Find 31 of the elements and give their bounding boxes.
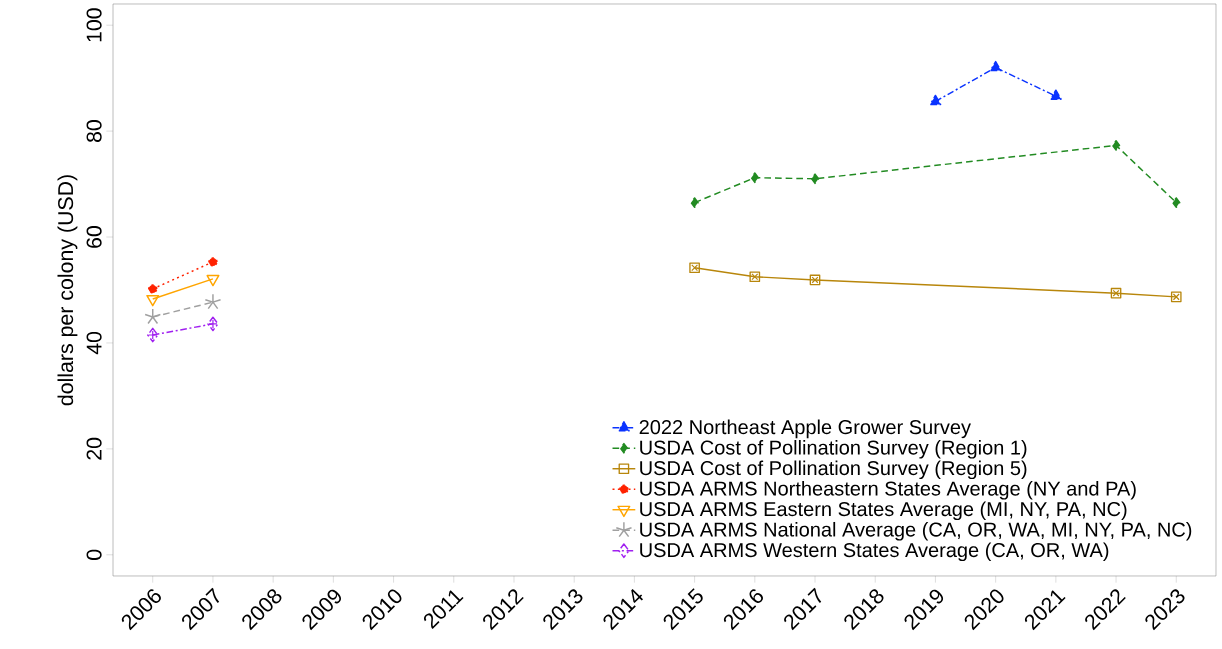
point bbox=[148, 284, 158, 294]
point bbox=[929, 94, 942, 106]
point bbox=[989, 60, 1002, 72]
y-tick-label: 20 bbox=[86, 437, 102, 460]
point bbox=[1170, 291, 1182, 303]
legend-label: USDA ARMS National Average (CA, OR, WA, MI, NY, PA, NC) bbox=[640, 521, 1192, 541]
point bbox=[689, 262, 700, 274]
point bbox=[810, 173, 820, 185]
point bbox=[1172, 197, 1181, 208]
point bbox=[1110, 287, 1122, 299]
point bbox=[147, 327, 159, 343]
point bbox=[1049, 89, 1062, 100]
y-tick-label: 40 bbox=[86, 331, 102, 355]
point bbox=[144, 308, 162, 325]
legend-label: USDA Cost of Pollination Survey (Region 1) bbox=[640, 439, 1027, 459]
point bbox=[208, 257, 218, 267]
point bbox=[207, 316, 219, 332]
legend-label: USDA ARMS Western States Average (CA, OR, WA) bbox=[640, 542, 1109, 562]
legend-label: USDA Cost of Pollination Survey (Region 5) bbox=[640, 460, 1027, 480]
legend-label: 2022 Northeast Apple Grower Survey bbox=[639, 419, 971, 439]
legend-label: USDA ARMS Eastern States Average (MI, NY, PA, NC) bbox=[640, 501, 1127, 521]
point bbox=[1111, 140, 1121, 151]
y-tick-label: 0 bbox=[86, 549, 102, 560]
y-tick-label: 100 bbox=[86, 8, 102, 42]
y-tick-label: 60 bbox=[86, 226, 102, 248]
legend-label: USDA ARMS Northeastern States Average (NY and PA) bbox=[640, 480, 1136, 500]
point bbox=[690, 197, 699, 208]
point bbox=[750, 172, 760, 184]
y-tick-label: 80 bbox=[86, 120, 102, 143]
point bbox=[204, 293, 222, 310]
y-axis-title: dollars per colony (USD) bbox=[57, 175, 78, 406]
